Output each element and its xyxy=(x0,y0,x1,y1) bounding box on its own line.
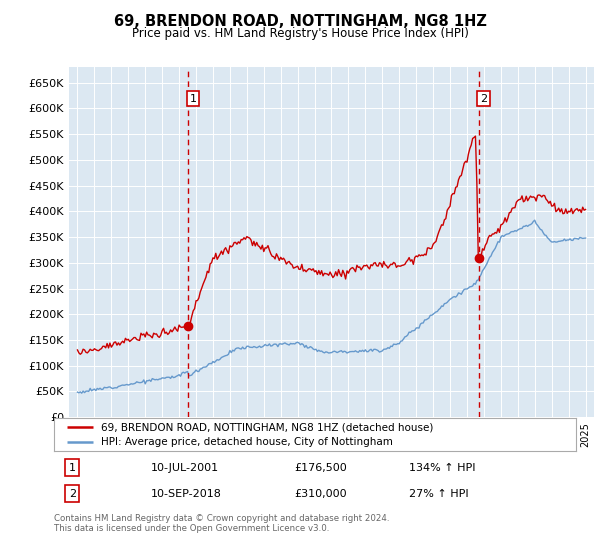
Text: Price paid vs. HM Land Registry's House Price Index (HPI): Price paid vs. HM Land Registry's House … xyxy=(131,27,469,40)
Text: 10-JUL-2001: 10-JUL-2001 xyxy=(151,463,218,473)
Text: 1: 1 xyxy=(190,94,197,104)
Text: 69, BRENDON ROAD, NOTTINGHAM, NG8 1HZ: 69, BRENDON ROAD, NOTTINGHAM, NG8 1HZ xyxy=(113,14,487,29)
Text: £176,500: £176,500 xyxy=(294,463,347,473)
Text: 2: 2 xyxy=(69,489,76,499)
Text: 2: 2 xyxy=(480,94,487,104)
Text: HPI: Average price, detached house, City of Nottingham: HPI: Average price, detached house, City… xyxy=(101,437,393,447)
Text: 134% ↑ HPI: 134% ↑ HPI xyxy=(409,463,475,473)
Text: 10-SEP-2018: 10-SEP-2018 xyxy=(151,489,221,499)
Text: 27% ↑ HPI: 27% ↑ HPI xyxy=(409,489,469,499)
Text: 1: 1 xyxy=(69,463,76,473)
Text: 69, BRENDON ROAD, NOTTINGHAM, NG8 1HZ (detached house): 69, BRENDON ROAD, NOTTINGHAM, NG8 1HZ (d… xyxy=(101,422,433,432)
Text: £310,000: £310,000 xyxy=(294,489,347,499)
Text: Contains HM Land Registry data © Crown copyright and database right 2024.
This d: Contains HM Land Registry data © Crown c… xyxy=(54,514,389,534)
